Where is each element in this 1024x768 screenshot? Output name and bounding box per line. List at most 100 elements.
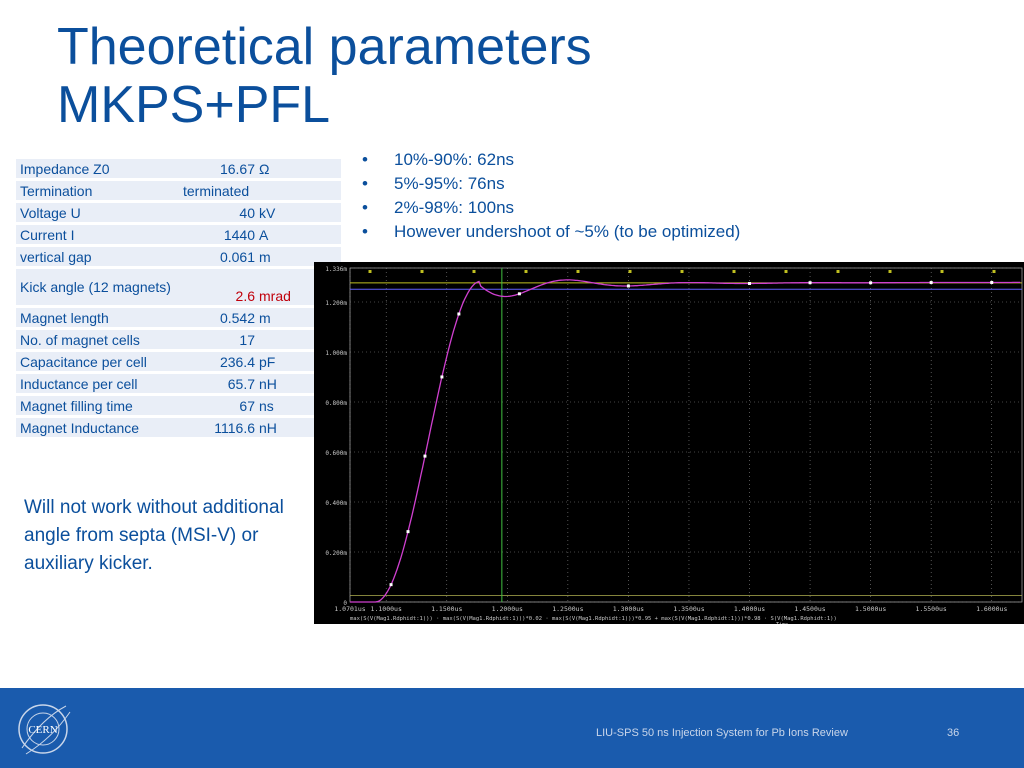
param-value: terminated [181,181,341,201]
x-tick-label: 1.1500us [431,605,462,613]
bullet-glyph: • [362,198,368,217]
curve-marker [990,280,994,284]
list-item: • However undershoot of ~5% (to be optimi… [362,220,740,244]
bullet-text: 10%-90%: 62ns [394,150,515,169]
x-tick-label: 1.2500us [552,605,583,613]
bullet-text: 5%-95%: 76ns [394,174,505,193]
y-tick-label: 1.000m [325,350,347,357]
param-name: Magnet filling time [16,396,181,416]
curve-marker [808,281,812,285]
x-tick-label: 1.0701us [334,605,365,613]
param-value: 1116.6 [181,418,257,438]
bullet-glyph: • [362,150,368,169]
param-name: Termination [16,181,181,201]
x-tick-label: 1.4500us [794,605,825,613]
x-tick-label: 1.3000us [613,605,644,613]
param-unit: Ω [257,159,341,179]
param-name: Magnet length [16,308,181,328]
curve-marker [440,375,444,379]
param-unit: A [257,225,341,245]
param-value: 1440 [181,225,257,245]
cern-logo-text: CERN [28,724,57,736]
bullet-list: • 10%-90%: 62ns • 5%-95%: 76ns • 2%-98%: 10… [362,148,740,244]
level-marker [472,270,476,273]
level-marker [524,270,528,273]
param-name: Voltage U [16,203,181,223]
list-item: • 10%-90%: 62ns [362,148,740,172]
bullet-glyph: • [362,222,368,241]
y-tick-label: 0 [343,600,347,607]
y-tick-label: 1.336m [325,266,347,273]
footer-bar: CERN LIU-SPS 50 ns Injection System for … [0,688,1024,768]
param-name: vertical gap [16,247,181,267]
table-row: Termination terminated [16,181,341,201]
param-value: 17 [181,330,257,350]
table-row: Current I 1440 A [16,225,341,245]
curve-marker [626,284,630,288]
level-marker [368,270,372,273]
table-row: Capacitance per cell 236.4 pF [16,352,341,372]
plot-frame [349,267,1023,603]
y-tick-label: 0.200m [325,550,347,557]
bullet-text: 2%-98%: 100ns [394,198,515,217]
param-name: Current I [16,225,181,245]
page-number: 36 [947,727,960,739]
level-marker [784,270,788,273]
x-axis-label: Time [776,622,788,624]
param-name: No. of magnet cells [16,330,181,350]
bullet-text: However undershoot of ~5% (to be optimiz… [394,222,741,241]
plot-legend: max(S(V(Mag1.Rdphidt:1))) · max(S(V(Mag1… [350,616,837,622]
param-value: 40 [181,203,257,223]
slide-title: Theoretical parameters MKPS+PFL [57,18,697,134]
param-unit: kV [257,203,341,223]
slide-title-line1: Theoretical parameters [57,18,592,76]
param-value: 67 [181,396,257,416]
table-row: Magnet length 0.542 m [16,308,341,328]
bullet-glyph: • [362,174,368,193]
curve-marker [389,583,393,587]
level-marker [992,270,996,273]
list-item: • 5%-95%: 76ns [362,172,740,196]
curve-marker [748,281,752,285]
level-marker [576,270,580,273]
param-value: 236.4 [181,352,257,372]
curve-marker [517,292,521,296]
level-marker [420,270,424,273]
list-item: • 2%-98%: 100ns [362,196,740,220]
x-tick-label: 1.5500us [916,605,947,613]
level-marker [732,270,736,273]
param-name: Impedance Z0 [16,159,181,179]
y-tick-label: 0.400m [325,500,347,507]
param-name: Magnet Inductance [16,418,181,438]
table-row: Voltage U 40 kV [16,203,341,223]
slide-title-line2: MKPS+PFL [57,76,331,134]
table-row: vertical gap 0.061 m [16,247,341,267]
plot-svg: 0 0.200m 0.400m 0.600m 0.800m 1.000m 1.200m 1.3… [325,266,1023,624]
x-tick-label: 1.4000us [734,605,765,613]
y-tick-label: 1.200m [325,300,347,307]
level-marker [680,270,684,273]
response-curve [350,279,1021,603]
table-row: Kick angle (12 magnets) 2.6 mrad [16,269,341,306]
level-marker [628,270,632,273]
curve-marker [406,530,410,534]
curve-marker [423,454,427,458]
param-value: 0.061 [181,247,257,267]
param-value: 16.67 [181,159,257,179]
curve-marker [929,281,933,285]
x-tick-label: 1.3500us [673,605,704,613]
param-name: Capacitance per cell [16,352,181,372]
parameter-table: Impedance Z0 16.67 Ω Termination termina… [16,157,341,440]
table-row: Magnet Inductance 1116.6 nH [16,418,341,438]
x-tick-label: 1.2000us [492,605,523,613]
level-marker [888,270,892,273]
table-row: Magnet filling time 67 ns [16,396,341,416]
curve-marker [457,312,461,316]
curve-marker [869,281,873,285]
x-tick-label: 1.6000us [976,605,1007,613]
y-tick-label: 0.800m [325,400,347,407]
param-name: Inductance per cell [16,374,181,394]
table-row: Inductance per cell 65.7 nH [16,374,341,394]
level-marker [940,270,944,273]
table-row: No. of magnet cells 17 [16,330,341,350]
